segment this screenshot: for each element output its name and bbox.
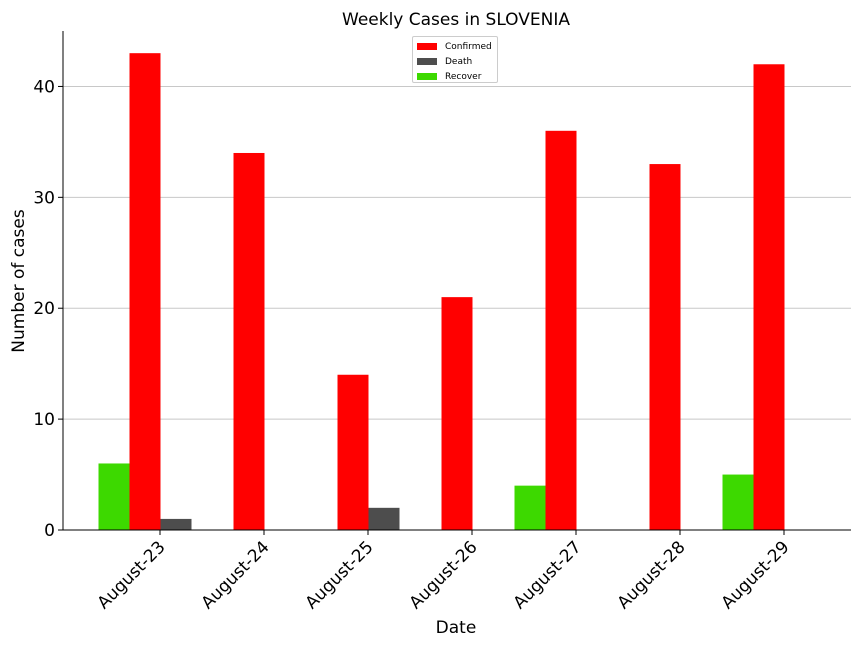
x-tick-label: August-28 bbox=[614, 537, 690, 613]
bar-recover-august-29 bbox=[722, 474, 754, 530]
y-tick-label: 30 bbox=[33, 188, 55, 208]
bar-death-august-25 bbox=[368, 507, 400, 530]
legend-swatch bbox=[417, 73, 437, 80]
x-ticks: August-23 August-24 August-25 August-26 Augu… bbox=[94, 530, 794, 613]
bar-recover-august-27 bbox=[514, 485, 546, 530]
legend-item-death: Death bbox=[417, 54, 497, 69]
legend: Confirmed Death Recover bbox=[412, 36, 498, 83]
bar-death-august-23 bbox=[160, 518, 192, 530]
axes bbox=[62, 31, 851, 531]
bars-group bbox=[98, 53, 785, 531]
bar-confirmed-august-23 bbox=[129, 53, 161, 531]
legend-item-confirmed: Confirmed bbox=[417, 39, 497, 54]
bar-confirmed-august-27 bbox=[545, 130, 577, 531]
y-tick-label: 20 bbox=[33, 299, 55, 319]
y-tick-label: 0 bbox=[44, 521, 55, 541]
y-axis-label: Number of cases bbox=[9, 209, 29, 353]
x-tick-label: August-26 bbox=[406, 537, 482, 613]
x-tick-label: August-25 bbox=[302, 537, 378, 613]
legend-swatch bbox=[417, 43, 437, 50]
y-tick-label: 10 bbox=[33, 410, 55, 430]
x-tick-label: August-23 bbox=[94, 537, 170, 613]
bar-confirmed-august-26 bbox=[441, 297, 473, 530]
legend-label: Recover bbox=[445, 71, 482, 82]
legend-label: Death bbox=[445, 56, 473, 67]
y-tick-label: 40 bbox=[33, 77, 55, 97]
legend-label: Confirmed bbox=[445, 41, 492, 52]
legend-swatch bbox=[417, 58, 437, 65]
y-ticks: 0 10 20 30 40 bbox=[33, 77, 63, 541]
x-axis-label: Date bbox=[436, 618, 477, 638]
chart-title: Weekly Cases in SLOVENIA bbox=[342, 10, 570, 30]
bar-confirmed-august-28 bbox=[649, 164, 681, 531]
x-tick-label: August-24 bbox=[198, 537, 274, 613]
bar-confirmed-august-29 bbox=[753, 64, 785, 531]
bar-confirmed-august-24 bbox=[233, 152, 265, 530]
x-tick-label: August-27 bbox=[510, 537, 586, 613]
bar-confirmed-august-25 bbox=[337, 374, 369, 530]
x-tick-label: August-29 bbox=[718, 537, 794, 613]
bar-recover-august-23 bbox=[98, 463, 130, 530]
legend-item-recover: Recover bbox=[417, 69, 497, 84]
